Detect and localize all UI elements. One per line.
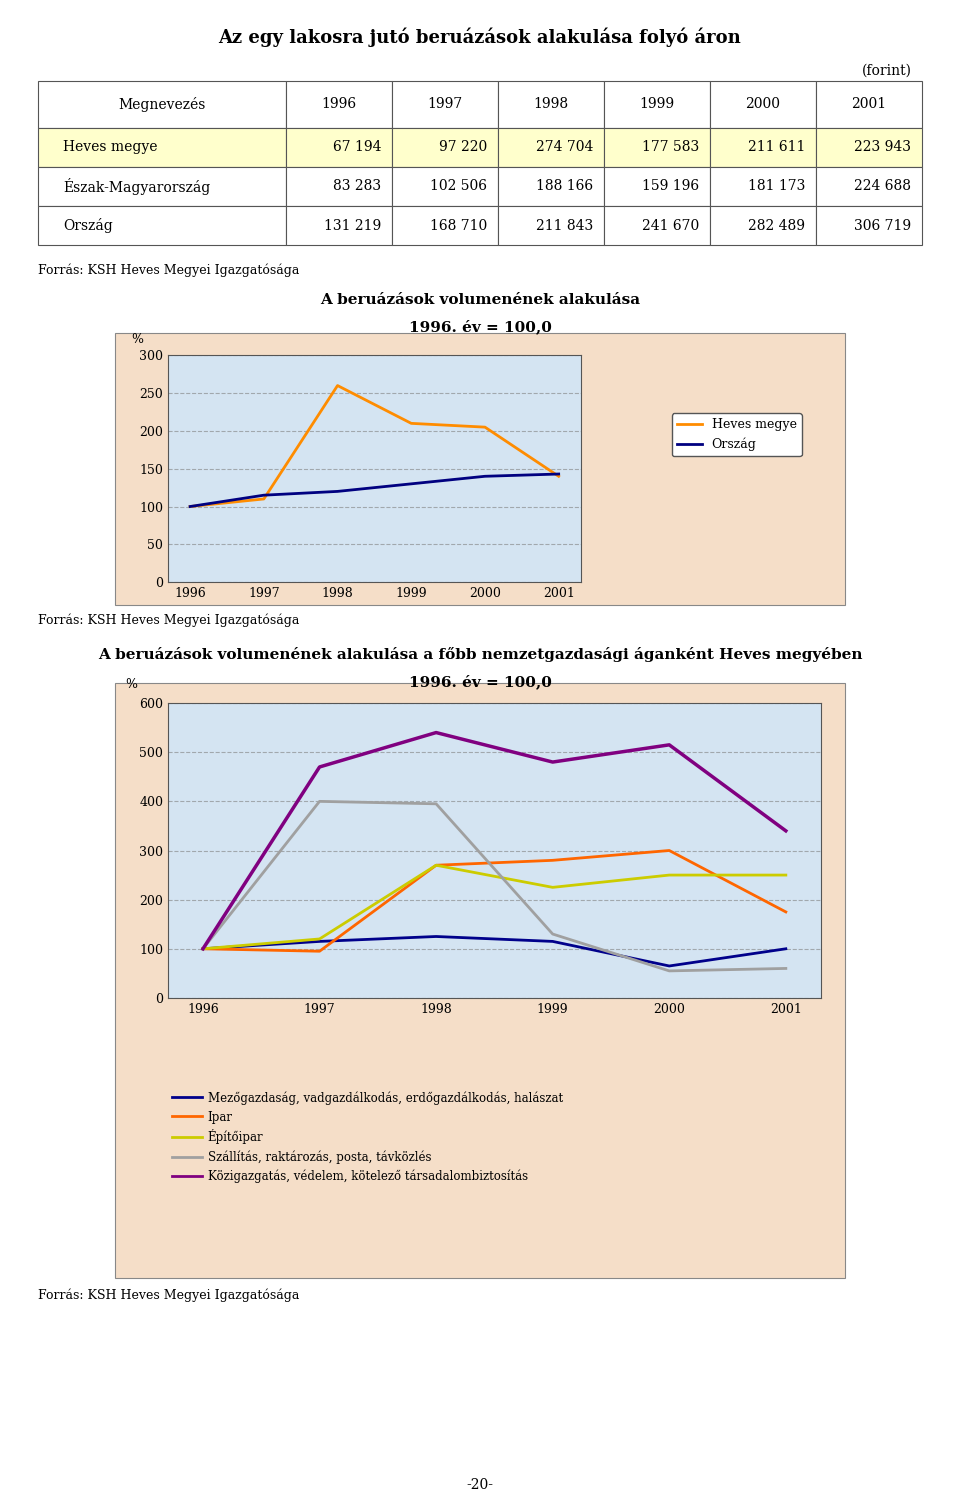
Text: Forrás: KSH Heves Megyei Igazgatósága: Forrás: KSH Heves Megyei Igazgatósága: [38, 614, 300, 627]
Text: Forrás: KSH Heves Megyei Igazgatósága: Forrás: KSH Heves Megyei Igazgatósága: [38, 1288, 300, 1302]
Text: Forrás: KSH Heves Megyei Igazgatósága: Forrás: KSH Heves Megyei Igazgatósága: [38, 263, 300, 277]
Text: 1996. év = 100,0: 1996. év = 100,0: [409, 319, 551, 334]
Text: 1996. év = 100,0: 1996. év = 100,0: [409, 674, 551, 689]
Legend: Mezőgazdaság, vadgazdálkodás, erdőgazdálkodás, halászat, Ipar, Építőipar, Szállí: Mezőgazdaság, vadgazdálkodás, erdőgazdál…: [167, 1087, 567, 1188]
Text: -20-: -20-: [467, 1479, 493, 1492]
Text: A beruázások volumenének alakulása: A beruázások volumenének alakulása: [320, 293, 640, 307]
Text: Az egy lakosra jutó beruázások alakulása folyó áron: Az egy lakosra jutó beruázások alakulása…: [219, 27, 741, 47]
Text: (forint): (forint): [862, 64, 912, 77]
Legend: Heves megye, Ország: Heves megye, Ország: [672, 413, 802, 457]
Text: %: %: [131, 333, 143, 346]
Text: %: %: [126, 679, 137, 691]
Text: A beruázások volumenének alakulása a főbb nemzetgazdasági áganként Heves megyébe: A beruázások volumenének alakulása a főb…: [98, 647, 862, 662]
